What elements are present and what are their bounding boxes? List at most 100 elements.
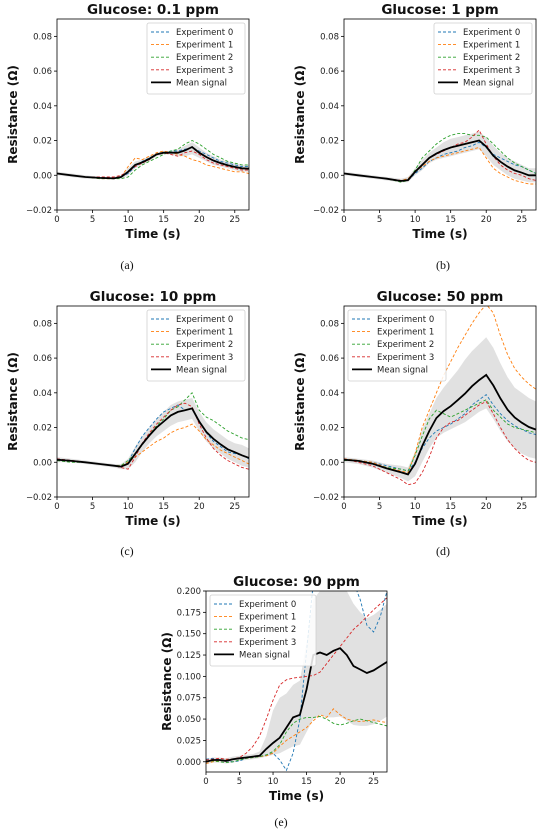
x-tick-label: 25 bbox=[229, 502, 240, 512]
legend-label-4: Mean signal bbox=[176, 78, 227, 88]
y-tick-label: 0.02 bbox=[33, 137, 52, 147]
caption-b: (b) bbox=[436, 258, 450, 272]
x-tick-label: 20 bbox=[194, 502, 205, 512]
legend-label-2: Experiment 2 bbox=[239, 625, 296, 635]
legend-label-1: Experiment 1 bbox=[176, 328, 233, 338]
series-line-4 bbox=[206, 647, 387, 763]
series-line-4 bbox=[57, 145, 249, 180]
legend-label-1: Experiment 1 bbox=[463, 41, 520, 51]
y-tick-label: 0.200 bbox=[177, 587, 201, 597]
x-tick-label: 25 bbox=[516, 215, 527, 225]
x-tick-label: 25 bbox=[368, 777, 379, 787]
y-tick-label: 0.04 bbox=[320, 102, 339, 112]
series-line-1 bbox=[57, 423, 249, 467]
y-tick-label: 0.06 bbox=[320, 67, 339, 77]
y-axis-label: Resistance (Ω) bbox=[6, 352, 20, 451]
y-tick-label: −0.02 bbox=[26, 493, 52, 503]
chart-panel-3: 0 5 10 15 20 25 −0.02 0.00 0.02 0.04 0.06 0.08 Gluco… bbox=[293, 289, 537, 528]
series-line-4 bbox=[344, 139, 536, 182]
x-tick-label: 10 bbox=[123, 215, 134, 225]
y-tick-label: 0.08 bbox=[320, 32, 339, 42]
caption-c: (c) bbox=[120, 544, 134, 558]
x-tick-label: 10 bbox=[123, 502, 134, 512]
legend: Experiment 0 Experiment 1 Experiment 2 Expe… bbox=[433, 22, 533, 95]
plot-content bbox=[57, 392, 249, 470]
x-tick-label: 25 bbox=[229, 215, 240, 225]
x-tick-label: 10 bbox=[268, 777, 279, 787]
legend-box bbox=[146, 22, 246, 95]
series-line-3 bbox=[344, 400, 536, 486]
legend-label-3: Experiment 3 bbox=[176, 66, 233, 76]
x-tick-label: 15 bbox=[158, 502, 169, 512]
plot-content bbox=[57, 139, 249, 180]
y-tick-label: 0.000 bbox=[177, 758, 201, 768]
legend: Experiment 0 Experiment 1 Experiment 2 Expe… bbox=[347, 309, 447, 382]
legend-label-2: Experiment 2 bbox=[176, 340, 233, 350]
y-tick-label: 0.00 bbox=[320, 171, 339, 181]
plot-content bbox=[344, 129, 536, 185]
chart-title: Glucose: 10 ppm bbox=[90, 289, 217, 305]
y-tick-label: −0.02 bbox=[313, 206, 339, 216]
legend-label-1: Experiment 1 bbox=[239, 613, 296, 623]
legend-label-2: Experiment 2 bbox=[463, 53, 520, 63]
chart-panel-0: 0 5 10 15 20 25 −0.02 0.00 0.02 0.04 0.06 0.08 Gluco… bbox=[6, 2, 250, 241]
y-tick-label: 0.04 bbox=[33, 102, 52, 112]
legend-label-4: Mean signal bbox=[239, 650, 290, 660]
legend-label-2: Experiment 2 bbox=[176, 53, 233, 63]
x-tick-label: 10 bbox=[410, 502, 421, 512]
plot-content bbox=[344, 306, 536, 486]
confidence-band bbox=[344, 131, 536, 183]
legend-label-3: Experiment 3 bbox=[377, 353, 434, 363]
x-tick-label: 10 bbox=[410, 215, 421, 225]
chart-title: Glucose: 1 ppm bbox=[381, 2, 498, 18]
confidence-band bbox=[57, 142, 249, 179]
axes-frame bbox=[343, 305, 537, 498]
y-tick-label: 0.00 bbox=[320, 458, 339, 468]
x-tick-label: 15 bbox=[158, 215, 169, 225]
y-tick-label: 0.08 bbox=[33, 319, 52, 329]
y-tick-label: 0.100 bbox=[177, 672, 201, 682]
x-tick-label: 0 bbox=[341, 215, 346, 225]
legend-label-4: Mean signal bbox=[176, 365, 227, 375]
x-axis-label: Time (s) bbox=[125, 514, 180, 528]
chart-panel-4: 0 5 10 15 20 25 0.000 0.025 0.050 0.075 0.100 0.125… bbox=[160, 574, 388, 803]
x-axis-label: Time (s) bbox=[269, 789, 324, 803]
legend-label-2: Experiment 2 bbox=[377, 340, 434, 350]
x-tick-label: 0 bbox=[54, 215, 59, 225]
legend-label-0: Experiment 0 bbox=[176, 28, 233, 38]
legend-box bbox=[146, 309, 246, 382]
y-tick-label: 0.00 bbox=[33, 171, 52, 181]
x-tick-label: 0 bbox=[54, 502, 59, 512]
legend-box bbox=[209, 594, 317, 667]
x-tick-label: 20 bbox=[481, 215, 492, 225]
caption-d: (d) bbox=[436, 544, 450, 558]
legend-label-0: Experiment 0 bbox=[463, 28, 520, 38]
y-tick-label: 0.06 bbox=[33, 354, 52, 364]
x-tick-label: 5 bbox=[90, 502, 95, 512]
y-axis-label: Resistance (Ω) bbox=[293, 65, 307, 164]
y-tick-label: 0.00 bbox=[33, 458, 52, 468]
legend: Experiment 0 Experiment 1 Experiment 2 Expe… bbox=[146, 22, 246, 95]
legend-label-1: Experiment 1 bbox=[377, 328, 434, 338]
y-tick-label: 0.025 bbox=[177, 736, 201, 746]
y-tick-label: 0.02 bbox=[320, 137, 339, 147]
x-tick-label: 15 bbox=[445, 502, 456, 512]
legend: Experiment 0 Experiment 1 Experiment 2 Expe… bbox=[209, 594, 317, 667]
series-line-0 bbox=[344, 141, 536, 181]
y-tick-label: 0.08 bbox=[320, 319, 339, 329]
y-tick-label: −0.02 bbox=[313, 493, 339, 503]
x-tick-label: 20 bbox=[335, 777, 346, 787]
x-tick-label: 5 bbox=[377, 215, 382, 225]
chart-panel-1: 0 5 10 15 20 25 −0.02 0.00 0.02 0.04 0.06 0.08 Gluco… bbox=[293, 2, 537, 241]
legend-label-3: Experiment 3 bbox=[176, 353, 233, 363]
x-tick-label: 5 bbox=[377, 502, 382, 512]
x-tick-label: 20 bbox=[481, 502, 492, 512]
series-line-4 bbox=[57, 407, 249, 468]
axes-frame bbox=[56, 305, 250, 498]
legend-label-4: Mean signal bbox=[377, 365, 428, 375]
series-line-1 bbox=[344, 146, 536, 185]
series-line-0 bbox=[57, 404, 249, 468]
y-tick-label: 0.06 bbox=[320, 354, 339, 364]
series-line-0 bbox=[57, 147, 249, 180]
